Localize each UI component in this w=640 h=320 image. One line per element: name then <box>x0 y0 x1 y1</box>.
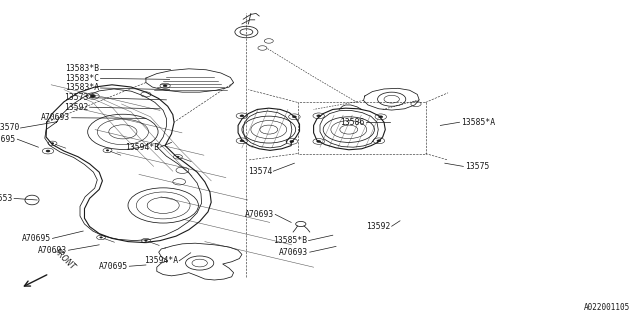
Circle shape <box>240 115 244 117</box>
Text: 13594*B: 13594*B <box>125 143 159 152</box>
Text: A70695: A70695 <box>99 262 128 271</box>
Circle shape <box>145 240 147 241</box>
Circle shape <box>317 115 321 117</box>
Text: 13592: 13592 <box>64 103 88 112</box>
Circle shape <box>379 116 383 118</box>
Circle shape <box>240 140 244 142</box>
Circle shape <box>163 85 167 87</box>
Text: 13592: 13592 <box>366 222 390 231</box>
Circle shape <box>292 116 296 118</box>
Circle shape <box>106 150 109 151</box>
Text: A70695: A70695 <box>22 234 51 243</box>
Text: 13553: 13553 <box>0 194 13 203</box>
Circle shape <box>177 156 179 157</box>
Text: A022001105: A022001105 <box>584 303 630 312</box>
Circle shape <box>290 140 294 142</box>
Text: A70693: A70693 <box>279 248 308 257</box>
Text: A70693: A70693 <box>41 113 70 122</box>
Text: 13585*B: 13585*B <box>273 236 307 245</box>
Text: 13570: 13570 <box>0 124 19 132</box>
Text: 13575: 13575 <box>465 162 489 171</box>
Circle shape <box>51 143 54 144</box>
Text: 13586: 13586 <box>340 118 365 127</box>
Text: A70695: A70695 <box>0 135 16 144</box>
Circle shape <box>90 95 95 97</box>
Text: 13583*A: 13583*A <box>65 84 99 92</box>
Circle shape <box>317 140 321 142</box>
Text: FRONT: FRONT <box>52 247 77 272</box>
Circle shape <box>377 140 381 142</box>
Text: 13594*A: 13594*A <box>144 256 178 265</box>
Text: A70693: A70693 <box>38 246 67 255</box>
Text: 13585*A: 13585*A <box>461 118 495 127</box>
Text: 13574: 13574 <box>248 167 272 176</box>
Text: 13583*B: 13583*B <box>65 64 99 73</box>
Text: 13583*C: 13583*C <box>65 74 99 83</box>
Circle shape <box>100 237 102 238</box>
Text: 13573: 13573 <box>64 93 88 102</box>
Text: A70693: A70693 <box>244 210 274 219</box>
Circle shape <box>46 150 50 152</box>
